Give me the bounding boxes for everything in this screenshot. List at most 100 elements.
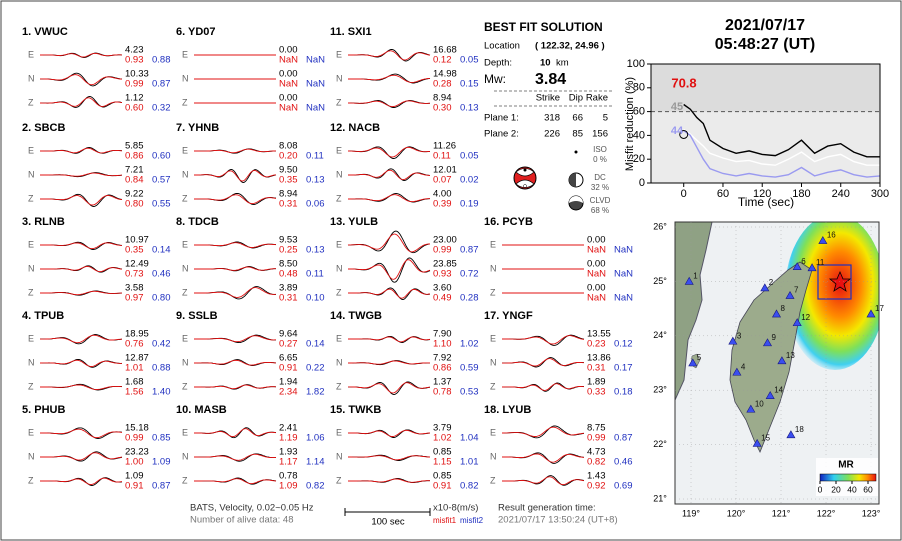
table-header: Dip (569, 93, 583, 104)
waveform-synthetic (40, 334, 123, 344)
waveform-synthetic (40, 452, 123, 461)
dc-icon (568, 172, 584, 188)
component: E (182, 239, 188, 249)
station-name: 18. LYUB (484, 404, 531, 416)
scale-label: 100 sec (371, 517, 405, 528)
component: N (28, 73, 35, 83)
misfit2: 0.82 (306, 481, 325, 492)
amplitude: 10.33 (125, 69, 149, 80)
station-marker (732, 367, 742, 376)
misfit2: 0.12 (614, 339, 633, 350)
component: Z (182, 97, 188, 107)
footer-text: 2021/07/17 13:50:24 (UT+8) (498, 515, 618, 526)
misfit1: 0.25 (279, 245, 298, 256)
component: Z (28, 193, 34, 203)
component: Z (28, 475, 34, 485)
misfit1: 0.35 (279, 175, 298, 186)
amplitude: 0.85 (433, 447, 452, 458)
misfit2: 0.85 (152, 433, 171, 444)
misfit2: 1.06 (306, 433, 325, 444)
footer-text: Result generation time: (498, 503, 596, 514)
component: Z (490, 381, 496, 391)
x-tick-label: 300 (871, 188, 889, 200)
amplitude: 9.50 (279, 165, 298, 176)
amplitude: 0.00 (279, 93, 298, 104)
waveform-synthetic (502, 426, 585, 437)
misfit2: 0.32 (152, 103, 171, 114)
waveform-synthetic (348, 259, 431, 280)
misfit1: 2.34 (279, 387, 298, 398)
map (675, 222, 879, 504)
misfit2: 0.14 (152, 245, 171, 256)
component: Z (182, 475, 188, 485)
table-header: Strike (536, 93, 560, 104)
component: E (182, 49, 188, 59)
map-y-label: 21° (653, 493, 667, 503)
misfit2: 0.42 (152, 339, 171, 350)
waveform-synthetic (348, 288, 431, 299)
misfit1: 0.39 (433, 199, 452, 210)
waveform-synthetic (194, 478, 277, 485)
component: Z (336, 193, 342, 203)
waveform-synthetic (502, 335, 585, 345)
station-marker (762, 338, 773, 347)
station-name: 8. TDCB (176, 216, 219, 228)
amplitude: 0.78 (279, 471, 298, 482)
amplitude: 0.00 (279, 69, 298, 80)
station-label: 8 (781, 304, 786, 313)
misfit1: 1.01 (125, 363, 144, 374)
amplitude: 9.53 (279, 235, 298, 246)
amplitude: 12.87 (125, 353, 149, 364)
misfit2: 0.57 (152, 175, 171, 186)
station-marker (866, 309, 876, 318)
component: E (28, 49, 34, 59)
y-tick-label: 100 (627, 58, 645, 70)
bf-location: ( 122.32, 24.96 ) (535, 41, 605, 52)
bf-label: Depth: (484, 58, 512, 69)
amplitude: 3.60 (433, 283, 452, 294)
misfit1: 0.11 (433, 151, 451, 162)
waveform-synthetic (348, 146, 430, 158)
colorbar-label: 0 (818, 484, 823, 494)
waveform-synthetic (40, 266, 123, 273)
station-name: 14. TWGB (330, 310, 382, 322)
annotation: 45 (671, 101, 683, 113)
station-label: 9 (772, 333, 777, 342)
waveform-synthetic (40, 195, 123, 206)
misfit1: 0.84 (125, 175, 144, 186)
misfit2: NaN (614, 269, 633, 280)
station-name: 6. YD07 (176, 26, 216, 38)
component: E (182, 145, 188, 155)
station-label: 14 (774, 386, 783, 395)
waveform-synthetic (348, 169, 430, 181)
waveform-synthetic (40, 242, 122, 250)
plane-value: 85 (572, 129, 583, 140)
station-label: 4 (741, 362, 746, 371)
misfit1: 1.09 (279, 481, 298, 492)
misfit1: 0.49 (433, 293, 452, 304)
amplitude: 9.22 (125, 189, 144, 200)
misfit1: NaN (587, 269, 606, 280)
map-x-label: 119° (682, 508, 700, 518)
station-name: 4. TPUB (22, 310, 64, 322)
misfit1: 0.91 (125, 481, 144, 492)
waveform-synthetic (194, 384, 276, 390)
misfit1: 0.35 (125, 245, 144, 256)
misfit1: 0.27 (279, 339, 298, 350)
misfit2: 0.87 (152, 481, 171, 492)
station-label: 15 (761, 434, 770, 443)
x-tick-label: 0 (681, 188, 687, 200)
amplitude: 8.50 (279, 259, 298, 270)
waveform-synthetic (348, 50, 431, 61)
misfit2: 0.13 (460, 103, 479, 114)
component: E (490, 239, 496, 249)
misfit1: 0.91 (433, 481, 452, 492)
misfit2: 0.13 (306, 245, 325, 256)
y-tick-label: 80 (633, 82, 645, 94)
component: E (336, 427, 342, 437)
misfit2: 0.87 (614, 433, 633, 444)
waveform-synthetic (348, 74, 430, 83)
misfit1: 0.12 (433, 55, 452, 66)
date: 2021/07/17 (725, 17, 805, 34)
